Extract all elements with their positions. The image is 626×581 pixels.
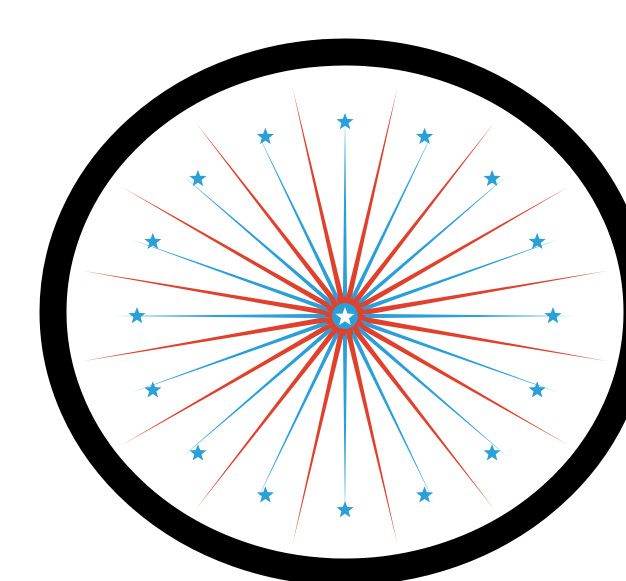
ray-spike-red — [354, 270, 608, 317]
ray-spike-blue — [114, 313, 336, 319]
star-icon — [544, 307, 562, 324]
ray-spike-blue — [256, 131, 344, 308]
ray-spike-blue — [350, 174, 508, 311]
star-icon — [416, 486, 434, 503]
ray-spike-red — [82, 270, 336, 317]
ray-spike-red — [344, 88, 398, 307]
ray-spike-blue — [182, 321, 340, 458]
star-icon — [528, 381, 546, 398]
ray-spike-red — [348, 322, 494, 509]
ray-spike-blue — [346, 131, 434, 308]
ray-spike-red — [122, 187, 339, 313]
ray-spike-red — [354, 315, 608, 362]
ray-spike-blue — [346, 324, 434, 501]
ray-group — [82, 88, 608, 544]
ray-spike-red — [82, 315, 336, 362]
ray-spike-red — [196, 123, 342, 310]
star-icon — [189, 169, 207, 187]
ray-spike-blue — [355, 313, 576, 319]
ray-spike-red — [351, 319, 568, 445]
ray-spike-red — [292, 325, 346, 544]
ray-spike-red — [351, 187, 568, 313]
ray-spike-red — [196, 322, 342, 509]
star-icon — [256, 127, 274, 145]
ray-spike-blue — [132, 239, 337, 315]
ray-spike-blue — [342, 116, 348, 306]
star-icon — [189, 444, 207, 461]
ring-frame — [39, 38, 626, 581]
ray-spike-blue — [342, 326, 348, 516]
ray-spike-blue — [353, 317, 558, 393]
ray-spike-blue — [132, 317, 337, 393]
star-icon — [483, 444, 501, 461]
star-icon — [336, 501, 354, 518]
star-icon — [528, 232, 546, 250]
ray-spike-red — [122, 319, 339, 445]
ray-spike-blue — [256, 324, 344, 501]
center-star-icon — [335, 307, 355, 326]
star-icon — [416, 127, 434, 145]
star-icon — [144, 232, 162, 250]
ray-spike-red — [292, 88, 346, 307]
ray-spike-red — [344, 325, 398, 544]
star-group — [128, 113, 562, 518]
ray-spike-blue — [353, 239, 558, 315]
ray-spike-blue — [182, 174, 340, 311]
center-starburst-icon — [324, 295, 366, 337]
star-icon — [483, 169, 501, 187]
ray-spike-red — [348, 123, 494, 310]
star-icon — [336, 113, 354, 130]
star-icon — [256, 486, 274, 503]
star-icon — [144, 381, 162, 398]
star-icon — [128, 307, 146, 324]
ray-spike-blue — [350, 321, 508, 458]
